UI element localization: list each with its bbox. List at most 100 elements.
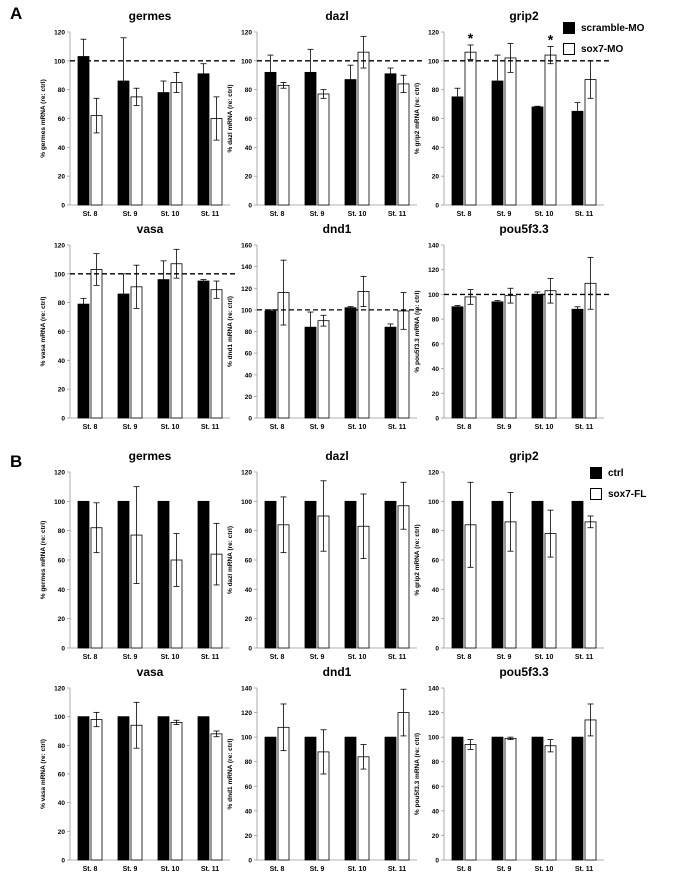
x-tick-label: St. 8 bbox=[270, 211, 285, 218]
y-tick-label: 100 bbox=[54, 271, 65, 278]
y-tick-label: 20 bbox=[432, 833, 440, 840]
bar bbox=[491, 736, 504, 861]
y-tick-label: 140 bbox=[428, 686, 439, 693]
y-tick-label: 0 bbox=[61, 858, 65, 865]
y-tick-label: 0 bbox=[248, 416, 252, 423]
x-tick-label: St. 11 bbox=[201, 866, 219, 873]
x-tick-label: St. 11 bbox=[388, 654, 406, 661]
x-tick-label: St. 10 bbox=[348, 866, 367, 873]
x-tick-label: St. 9 bbox=[497, 866, 512, 873]
bar bbox=[77, 500, 90, 649]
x-tick-label: St. 10 bbox=[348, 654, 367, 661]
x-tick-label: St. 9 bbox=[310, 654, 325, 661]
x-tick-label: St. 10 bbox=[161, 211, 180, 218]
bar bbox=[491, 301, 504, 419]
x-tick-label: St. 10 bbox=[535, 211, 554, 218]
y-tick-label: 20 bbox=[245, 394, 253, 401]
bar bbox=[344, 500, 357, 649]
x-tick-label: St. 8 bbox=[457, 211, 472, 218]
y-tick-label: 20 bbox=[58, 829, 66, 836]
y-axis-label: % pou5f3.3 mRNA (re: ctrl) bbox=[414, 290, 421, 372]
bar bbox=[464, 51, 477, 206]
bar bbox=[170, 263, 183, 419]
bar bbox=[571, 500, 584, 649]
x-tick-label: St. 11 bbox=[575, 654, 593, 661]
bar bbox=[197, 716, 210, 861]
y-tick-label: 80 bbox=[432, 759, 440, 766]
chart-title: germes bbox=[129, 9, 172, 23]
significance-marker: * bbox=[468, 30, 474, 46]
y-axis-label: % vasa mRNA (re: ctrl) bbox=[40, 297, 47, 367]
bar bbox=[491, 500, 504, 649]
y-tick-label: 100 bbox=[54, 58, 65, 65]
y-tick-label: 120 bbox=[54, 470, 65, 477]
y-tick-label: 120 bbox=[428, 470, 439, 477]
x-tick-label: St. 9 bbox=[310, 866, 325, 873]
y-tick-label: 120 bbox=[241, 30, 252, 37]
y-tick-label: 120 bbox=[241, 286, 252, 293]
x-tick-label: St. 9 bbox=[123, 654, 138, 661]
y-axis-label: % dazl mRNA (re: ctrl) bbox=[227, 84, 234, 152]
bar bbox=[344, 307, 357, 419]
x-tick-label: St. 10 bbox=[348, 211, 367, 218]
x-tick-label: St. 11 bbox=[201, 654, 219, 661]
y-tick-label: 0 bbox=[435, 858, 439, 865]
bar bbox=[317, 320, 330, 419]
x-tick-label: St. 11 bbox=[388, 211, 406, 218]
y-tick-label: 140 bbox=[241, 264, 252, 271]
legend-entry: sox7-FL bbox=[590, 486, 646, 502]
bar bbox=[77, 303, 90, 419]
chart-title: grip2 bbox=[509, 449, 539, 463]
y-axis-label: % dnd1 mRNA (re: ctrl) bbox=[227, 296, 234, 367]
bar bbox=[304, 736, 317, 861]
bar bbox=[157, 716, 170, 861]
y-tick-label: 120 bbox=[54, 30, 65, 37]
bar bbox=[90, 719, 103, 861]
x-tick-label: St. 11 bbox=[201, 424, 219, 431]
legend-entry: scramble-MO bbox=[563, 20, 644, 36]
y-axis-label: % dazl mRNA (re: ctrl) bbox=[227, 526, 234, 594]
y-tick-label: 0 bbox=[61, 646, 65, 653]
y-tick-label: 60 bbox=[245, 351, 253, 358]
bar bbox=[357, 756, 370, 861]
y-tick-label: 80 bbox=[58, 743, 66, 750]
legend-label: sox7-FL bbox=[608, 488, 647, 500]
chart-title: dnd1 bbox=[323, 665, 352, 679]
x-tick-label: St. 11 bbox=[201, 211, 219, 218]
y-tick-label: 60 bbox=[432, 116, 440, 123]
chart-title: dazl bbox=[325, 9, 348, 23]
y-tick-label: 100 bbox=[428, 735, 439, 742]
bar bbox=[357, 51, 370, 206]
bar bbox=[544, 54, 557, 206]
y-tick-label: 80 bbox=[432, 87, 440, 94]
y-tick-label: 0 bbox=[435, 646, 439, 653]
x-tick-label: St. 9 bbox=[123, 424, 138, 431]
bar bbox=[210, 733, 223, 861]
x-tick-label: St. 8 bbox=[457, 424, 472, 431]
y-tick-label: 60 bbox=[245, 784, 253, 791]
y-tick-label: 80 bbox=[58, 300, 66, 307]
y-tick-label: 120 bbox=[54, 686, 65, 693]
x-tick-label: St. 8 bbox=[270, 424, 285, 431]
bar bbox=[77, 716, 90, 861]
bar bbox=[130, 96, 143, 206]
bar bbox=[157, 279, 170, 419]
y-tick-label: 140 bbox=[428, 243, 439, 250]
bar bbox=[504, 737, 517, 861]
bar bbox=[584, 521, 597, 649]
bar bbox=[544, 290, 557, 419]
bar bbox=[317, 93, 330, 206]
y-tick-label: 40 bbox=[58, 800, 66, 807]
y-axis-label: % grip2 mRNA (re: ctrl) bbox=[414, 83, 421, 154]
y-axis-label: % vasa mRNA (re: ctrl) bbox=[40, 739, 47, 809]
x-tick-label: St. 8 bbox=[270, 654, 285, 661]
y-tick-label: 120 bbox=[428, 267, 439, 274]
x-tick-label: St. 10 bbox=[535, 424, 554, 431]
y-tick-label: 160 bbox=[241, 243, 252, 250]
x-tick-label: St. 8 bbox=[270, 866, 285, 873]
bar bbox=[451, 306, 464, 419]
bar bbox=[531, 294, 544, 419]
x-tick-label: St. 10 bbox=[348, 424, 367, 431]
x-tick-label: St. 10 bbox=[535, 654, 554, 661]
x-tick-label: St. 10 bbox=[535, 866, 554, 873]
